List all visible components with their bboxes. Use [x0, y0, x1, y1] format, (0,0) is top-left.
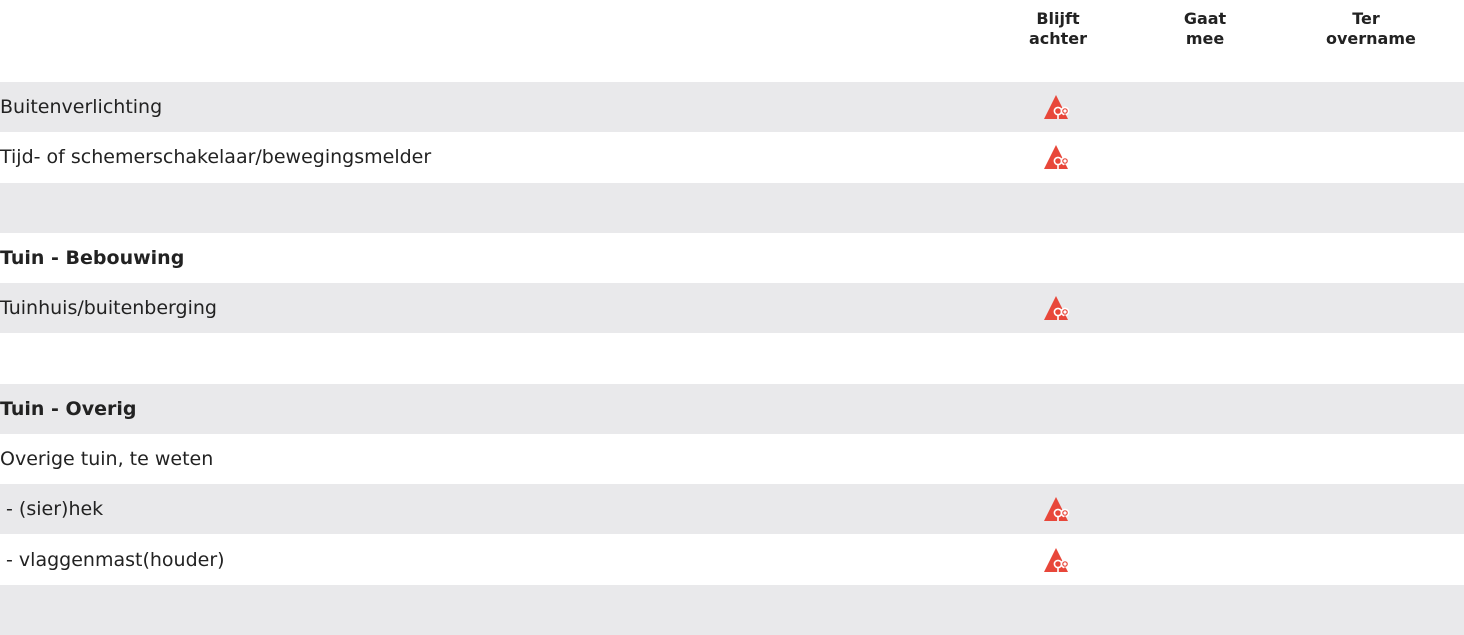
column-header: Blijft achter: [985, 0, 1131, 82]
table-cell: [1279, 82, 1453, 132]
column-header-text: Ter overname: [1326, 9, 1416, 48]
table-cell: [1279, 233, 1453, 283]
column-header-text: Gaat mee: [1183, 9, 1227, 48]
table-cell: [985, 534, 1131, 584]
table-row: Tuin - Overig: [0, 383, 1464, 434]
table-header: Blijft achter Gaat mee Ter overname: [0, 0, 1464, 82]
table-cell: [1131, 434, 1279, 484]
column-header-text: Blijft achter: [1028, 9, 1088, 48]
table-cell: [1279, 132, 1453, 182]
table-cell: [985, 183, 1131, 233]
stays-icon: [1044, 547, 1070, 572]
table-cell: [1131, 333, 1279, 383]
table-row: - vlaggenmast(houder): [0, 534, 1464, 584]
row-label: - vlaggenmast(houder): [0, 548, 225, 571]
table-cell: [985, 333, 1131, 383]
table-cell: [985, 434, 1131, 484]
stays-icon: [1044, 296, 1070, 321]
row-label: - (sier)hek: [0, 498, 104, 521]
table-row: Tuinhuis/buitenberging: [0, 283, 1464, 334]
table-cell: [1131, 233, 1279, 283]
row-label: Tijd- of schemerschakelaar/bewegingsmeld…: [0, 146, 432, 169]
table-cell: [985, 384, 1131, 434]
column-header: Gaat mee: [1131, 0, 1279, 82]
table-cell: [1131, 384, 1279, 434]
table-cell: [1131, 585, 1279, 635]
table-row: Overige tuin, te weten: [0, 434, 1464, 484]
table-cell: [1279, 585, 1453, 635]
column-header: Ter overname: [1279, 0, 1453, 82]
stays-icon: [1044, 497, 1070, 522]
table-cell: [985, 585, 1131, 635]
row-label: Buitenverlichting: [0, 96, 163, 119]
table-cell: [1279, 384, 1453, 434]
stays-icon: [1044, 145, 1070, 170]
table-row: Buitenverlichting: [0, 82, 1464, 133]
table-row: Tuin - Bebouwing: [0, 233, 1464, 283]
table-row: [0, 584, 1464, 635]
table-cell: [1279, 534, 1453, 584]
table-cell: [985, 132, 1131, 182]
table-cell: [1131, 283, 1279, 333]
table-row: [0, 333, 1464, 383]
table-cell: [1131, 484, 1279, 534]
row-label: Overige tuin, te weten: [0, 447, 214, 470]
table-cell: [1131, 183, 1279, 233]
table-cell: [985, 283, 1131, 333]
table-row: Tijd- of schemerschakelaar/bewegingsmeld…: [0, 132, 1464, 182]
header-spacer: [0, 0, 985, 82]
table-body: Buitenverlichting Tijd- of schemerschakel…: [0, 82, 1464, 635]
stays-icon: [1044, 95, 1070, 120]
row-label: Tuinhuis/buitenberging: [0, 297, 217, 320]
table-cell: [1279, 333, 1453, 383]
table-cell: [1279, 484, 1453, 534]
table-cell: [1279, 183, 1453, 233]
table-cell: [985, 82, 1131, 132]
table-cell: [1279, 434, 1453, 484]
section-heading: Tuin - Overig: [0, 397, 137, 420]
table-cell: [985, 484, 1131, 534]
table-row: [0, 182, 1464, 233]
table-cell: [985, 233, 1131, 283]
table-cell: [1279, 283, 1453, 333]
table-cell: [1131, 132, 1279, 182]
table-cell: [1131, 534, 1279, 584]
table-row: - (sier)hek: [0, 484, 1464, 535]
table-cell: [1131, 82, 1279, 132]
section-heading: Tuin - Bebouwing: [0, 246, 185, 269]
